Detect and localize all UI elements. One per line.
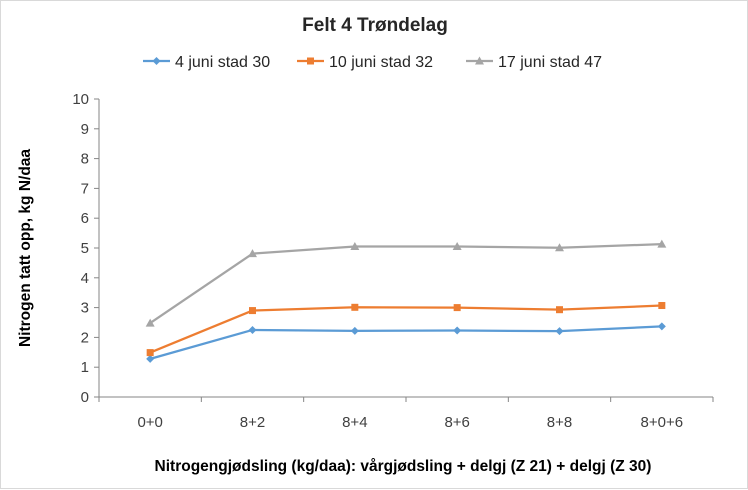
legend-item-1: 4 juni stad 30	[143, 54, 270, 71]
series-2	[146, 302, 666, 357]
legend-label: 17 juni stad 47	[498, 54, 602, 71]
y-tick-label: 0	[81, 389, 89, 406]
y-tick-label: 3	[81, 300, 89, 317]
y-tick-label: 8	[81, 151, 89, 168]
y-tick-label: 2	[81, 329, 89, 346]
y-tick-label: 7	[81, 180, 89, 197]
series-line	[149, 304, 662, 354]
data-point	[657, 322, 666, 331]
series-3	[145, 239, 667, 327]
data-point	[452, 242, 462, 251]
data-point	[556, 306, 563, 314]
series-layer	[145, 239, 667, 363]
series-line	[149, 325, 662, 360]
data-point	[555, 327, 564, 336]
data-point	[248, 325, 257, 334]
legend-marker	[152, 57, 161, 65]
legend-label: 4 juni stad 30	[175, 54, 270, 71]
x-tick-label: 0+0	[137, 414, 162, 431]
chart-title: Felt 4 Trøndelag	[302, 15, 448, 36]
data-point	[145, 318, 155, 327]
data-point	[453, 304, 461, 312]
y-tick-label: 1	[81, 359, 89, 376]
x-axis-title: Nitrogengjødsling (kg/daa): vårgjødsling…	[155, 458, 652, 475]
axes: 0 1 2 3 4 5 6 7 8 9 10 0+0 8+2 8+4 8+6 8+8 8+0+6	[72, 91, 714, 431]
legend-item-3: 17 juni stad 47	[466, 54, 602, 71]
x-tick-label: 8+6	[444, 414, 469, 431]
legend-marker	[475, 56, 484, 65]
legend-label: 10 juni stad 32	[329, 54, 433, 71]
y-tick-label: 6	[81, 210, 89, 227]
y-tick-label: 10	[72, 91, 89, 108]
series-line	[149, 243, 662, 325]
legend-marker	[307, 57, 314, 65]
series-1	[146, 322, 666, 363]
data-point	[249, 307, 256, 315]
data-point	[350, 242, 360, 251]
data-point	[453, 326, 462, 335]
data-point	[657, 239, 667, 248]
data-point	[350, 326, 359, 335]
x-tick-label: 8+8	[547, 414, 572, 431]
data-point	[248, 249, 257, 258]
y-tick-label: 5	[81, 240, 89, 257]
y-axis-title: Nitrogen tatt opp, kg N/daa	[17, 149, 34, 347]
y-tick-label: 4	[81, 270, 89, 287]
y-tick-label: 9	[81, 121, 89, 138]
data-point	[658, 302, 666, 310]
legend-item-2: 10 juni stad 32	[297, 54, 433, 71]
x-tick-label: 8+0+6	[641, 414, 684, 431]
data-point	[146, 349, 154, 357]
legend: 4 juni stad 30 10 juni stad 32 17 juni sta…	[143, 54, 602, 71]
data-point	[555, 243, 564, 252]
x-tick-label: 8+2	[240, 414, 265, 431]
data-point	[351, 303, 359, 311]
x-tick-label: 8+4	[342, 414, 367, 431]
data-point	[146, 354, 155, 363]
